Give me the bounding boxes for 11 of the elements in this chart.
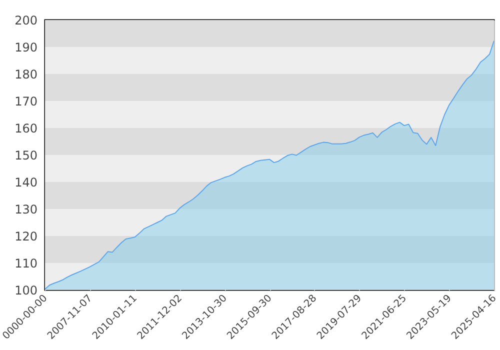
y-tick-label: 120 <box>14 230 38 244</box>
y-tick-label: 170 <box>14 94 38 108</box>
y-tick-label: 130 <box>14 202 38 216</box>
y-tick-label: 180 <box>14 68 38 82</box>
y-tick-label: 100 <box>14 284 38 298</box>
y-tick-label: 200 <box>14 14 38 28</box>
y-tick-label: 110 <box>14 256 38 270</box>
y-tick-label: 190 <box>14 40 38 54</box>
y-tick-label: 160 <box>14 122 38 136</box>
y-tick-label: 140 <box>14 176 38 190</box>
y-tick-label: 150 <box>14 148 38 162</box>
